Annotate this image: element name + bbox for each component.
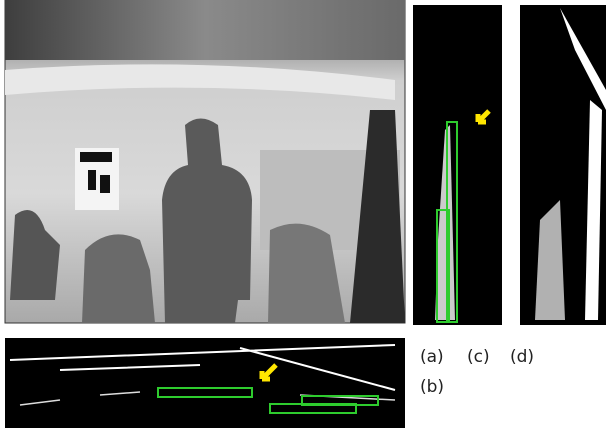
panel-c <box>413 5 502 325</box>
panel-label: (d) <box>510 347 534 367</box>
panel-b <box>5 338 405 428</box>
depth-image <box>5 0 405 323</box>
figure: (a) (c) (d) (b) <box>0 0 606 428</box>
panel-d <box>520 5 606 325</box>
panel-label: (a) <box>420 347 444 367</box>
page: (a) (c) (d) (b) (() => { const data = JS… <box>0 0 606 428</box>
panel-label: (b) <box>420 377 444 397</box>
panel-label: (c) <box>467 347 490 367</box>
